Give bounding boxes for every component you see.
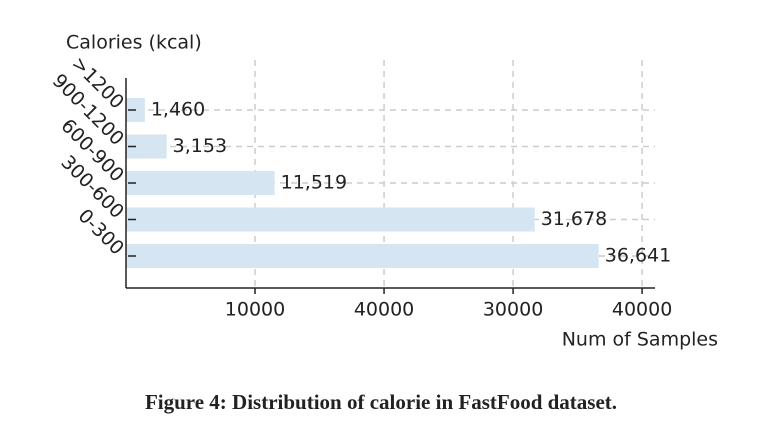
bar bbox=[126, 207, 535, 232]
x-tick-label: 40000 bbox=[612, 299, 672, 321]
value-label: 3,153 bbox=[173, 135, 227, 157]
value-label: 11,519 bbox=[281, 172, 347, 194]
value-label: 31,678 bbox=[541, 208, 607, 230]
caption: Figure 4: Distribution of calorie in Fas… bbox=[145, 390, 617, 414]
y-axis-title: Calories (kcal) bbox=[66, 32, 202, 54]
x-tick-label: 40000 bbox=[354, 299, 414, 321]
x-axis-title: Num of Samples bbox=[562, 329, 718, 351]
x-tick-label: 10000 bbox=[225, 299, 285, 321]
x-tick-label: 30000 bbox=[483, 299, 543, 321]
bar bbox=[126, 244, 599, 268]
value-label: 36,641 bbox=[605, 245, 671, 267]
bar bbox=[126, 171, 275, 195]
value-label: 1,460 bbox=[151, 99, 205, 121]
